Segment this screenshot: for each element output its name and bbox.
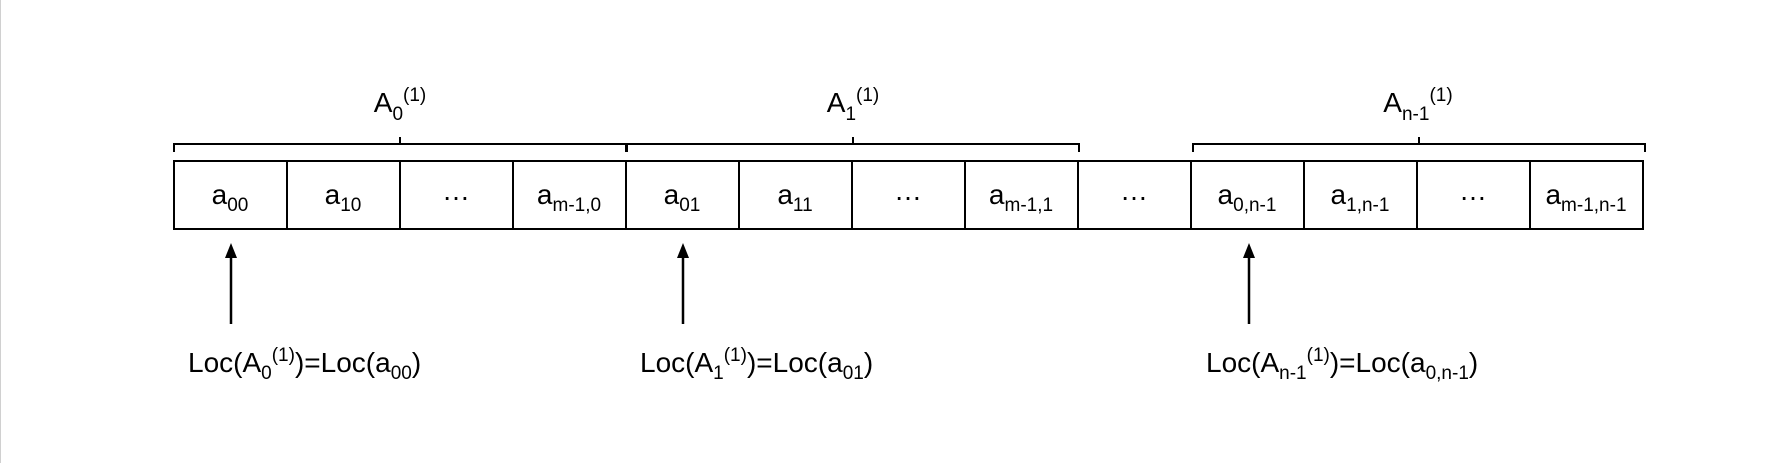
- group-brace-0: [173, 137, 627, 152]
- cell-label: a11: [777, 179, 812, 216]
- cell-label: …: [1459, 175, 1487, 206]
- page-left-border: [0, 0, 1, 463]
- memory-cell: [1303, 160, 1418, 230]
- cell-label: am-1,1: [989, 179, 1053, 216]
- cell-label: …: [442, 175, 470, 206]
- location-label-1: Loc(A1(1))=Loc(a01): [640, 345, 873, 384]
- memory-cell-labels: a00 a10 … am-1,0 a01 a11 … am-1,1 … a0,n…: [212, 175, 1627, 216]
- group-label-2: An-1(1): [1383, 85, 1452, 125]
- memory-cell: [512, 160, 627, 230]
- group-brace-2: [1192, 137, 1646, 152]
- memory-cell: [1416, 160, 1531, 230]
- cell-label: a00: [212, 179, 249, 216]
- cell-label: …: [1120, 175, 1148, 206]
- memory-cell: [286, 160, 401, 230]
- cell-label: a10: [325, 179, 362, 216]
- memory-cell: [738, 160, 853, 230]
- location-label-2: Loc(An-1(1))=Loc(a0,n-1): [1206, 345, 1478, 384]
- memory-cell: [625, 160, 740, 230]
- memory-cell: [1190, 160, 1305, 230]
- memory-cell: [173, 160, 288, 230]
- cell-label: a0,n-1: [1218, 179, 1277, 216]
- memory-cell: [1077, 160, 1192, 230]
- pointer-arrow-0: [225, 243, 237, 324]
- memory-row: [173, 160, 1644, 230]
- memory-cell: [1529, 160, 1644, 230]
- group-label-1: A1(1): [827, 85, 880, 125]
- memory-cell: [964, 160, 1079, 230]
- pointer-arrow-2: [1243, 243, 1255, 324]
- pointer-arrow-1: [677, 243, 689, 324]
- cell-label: am-1,0: [537, 179, 601, 216]
- memory-cell: [851, 160, 966, 230]
- cell-label: a1,n-1: [1331, 179, 1390, 216]
- location-label-0: Loc(A0(1))=Loc(a00): [188, 345, 421, 384]
- group-brace-1: [626, 137, 1080, 152]
- group-label-0: A0(1): [374, 85, 427, 125]
- cell-label: …: [894, 175, 922, 206]
- cell-label: am-1,n-1: [1545, 179, 1626, 216]
- cell-label: a01: [664, 179, 701, 216]
